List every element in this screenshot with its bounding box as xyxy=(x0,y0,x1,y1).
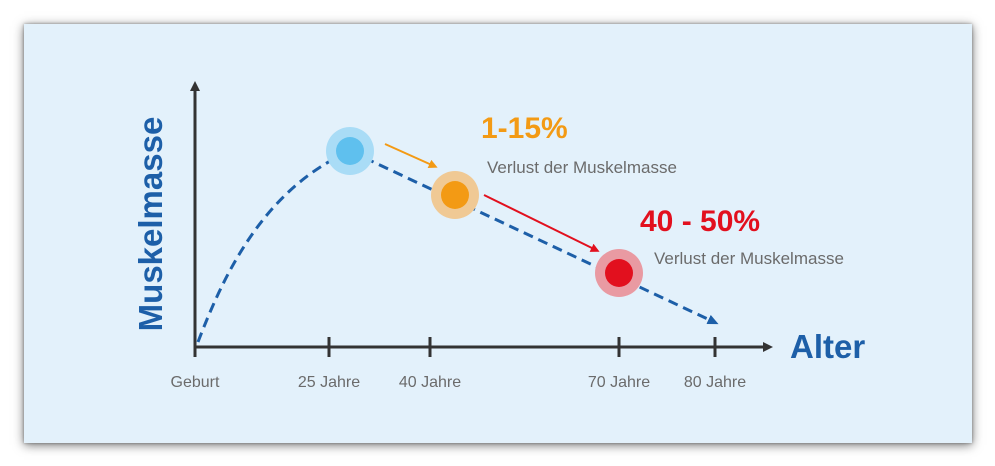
chart-card: Geburt 25 Jahre 40 Jahre 70 Jahre 80 Jah… xyxy=(24,24,972,443)
marker-25-years xyxy=(326,127,374,175)
x-axis-label: Alter xyxy=(790,328,865,365)
annotation-percent-1: 1-15% xyxy=(481,112,568,145)
x-tick-label-2: 40 Jahre xyxy=(399,374,461,391)
x-tick-label-3: 70 Jahre xyxy=(588,374,650,391)
x-ticks xyxy=(193,337,717,357)
red-arrow xyxy=(483,194,600,252)
orange-arrow xyxy=(384,143,438,169)
x-tick-label-4: 80 Jahre xyxy=(684,374,746,391)
annotation-text-2: Verlust der Muskelmasse xyxy=(654,249,844,268)
marker-40-years xyxy=(431,171,479,219)
annotation-percent-2: 40 - 50% xyxy=(640,205,760,238)
marker-70-years xyxy=(595,249,643,297)
x-tick-label-1: 25 Jahre xyxy=(298,374,360,391)
muscle-mass-curve-rise xyxy=(196,149,351,343)
annotation-text-1: Verlust der Muskelmasse xyxy=(487,158,677,177)
x-tick-label-0: Geburt xyxy=(171,374,220,391)
y-axis-label: Muskelmasse xyxy=(132,117,169,332)
muscle-mass-chart: Geburt 25 Jahre 40 Jahre 70 Jahre 80 Jah… xyxy=(132,81,865,391)
muscle-mass-curve-decline xyxy=(349,149,719,325)
